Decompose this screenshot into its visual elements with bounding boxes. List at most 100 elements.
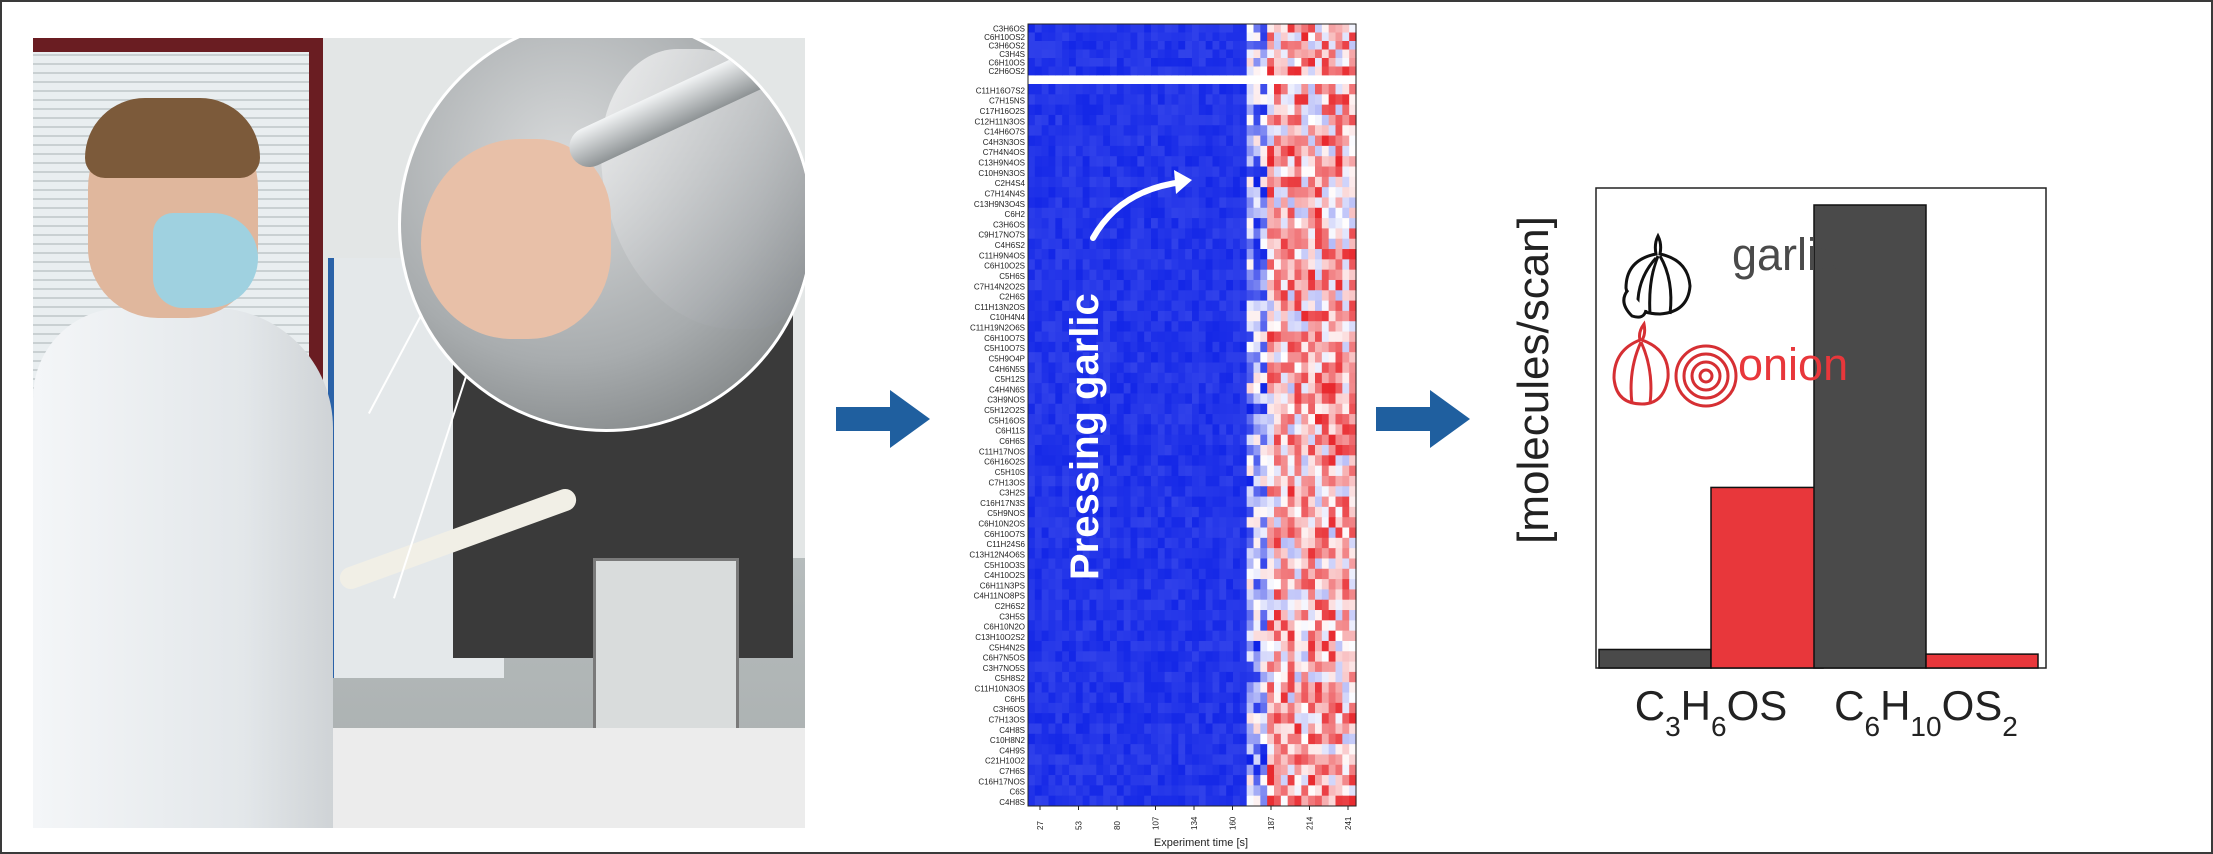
heatmap-cell (1280, 620, 1289, 632)
heatmap-cell (1294, 249, 1302, 260)
heatmap-cell (1137, 279, 1145, 291)
heatmap-cell (1342, 290, 1350, 301)
heatmap-cell (1171, 41, 1179, 50)
heatmap-cell (1253, 352, 1261, 363)
heatmap-cell (1212, 403, 1220, 415)
heatmap-cell (1171, 197, 1179, 209)
heatmap-cell (1260, 290, 1268, 301)
heatmap-cell (1157, 486, 1166, 497)
heatmap-cell (1096, 713, 1104, 724)
heatmap-cell (1260, 228, 1268, 240)
heatmap-cell (1321, 290, 1330, 301)
heatmap-cell (1048, 671, 1056, 683)
heatmap-cell (1212, 682, 1220, 693)
heatmap-cell (1164, 775, 1173, 786)
heatmap-cell (1219, 176, 1227, 188)
heatmap-cell (1205, 795, 1214, 807)
heatmap-cell (1089, 58, 1097, 67)
heatmap-cell (1130, 723, 1138, 735)
heatmap-cell (1082, 166, 1091, 178)
heatmap-cell (1267, 517, 1275, 528)
heatmap-cell (1048, 249, 1056, 260)
heatmap-cell (1151, 310, 1159, 322)
heatmap-cell (1178, 785, 1186, 797)
heatmap-cell (1274, 114, 1282, 126)
heatmap-cell (1116, 341, 1125, 353)
heatmap-cell (1328, 156, 1337, 167)
heatmap-cell (1075, 785, 1084, 797)
heatmap-cell (1075, 58, 1084, 67)
heatmap-cell (1171, 496, 1179, 508)
heatmap-cell (1144, 651, 1152, 662)
heatmap-cell (1048, 259, 1056, 271)
pressing-garlic-annotation: Pressing garlic (1063, 293, 1107, 580)
heatmap-cell (1342, 176, 1350, 188)
heatmap-cell (1253, 197, 1261, 209)
heatmap-cell (1219, 434, 1227, 446)
heatmap-cell (1280, 527, 1289, 539)
heatmap-cell (1185, 599, 1193, 611)
heatmap-cell (1239, 362, 1248, 374)
heatmap-cell (1246, 723, 1255, 735)
heatmap-cell (1055, 94, 1063, 106)
heatmap-cell (1144, 682, 1152, 693)
heatmap-cell (1130, 630, 1138, 642)
heatmap-cell (1321, 238, 1330, 250)
heatmap-cell (1192, 84, 1200, 95)
heatmap-cell (1219, 589, 1227, 601)
heatmap-cell (1308, 579, 1316, 590)
heatmap-cell (1048, 414, 1056, 425)
heatmap-cell (1192, 785, 1200, 797)
heatmap-cell (1212, 424, 1220, 436)
heatmap-cell (1110, 651, 1118, 662)
heatmap-cell (1192, 321, 1200, 332)
heatmap-cell (1082, 795, 1091, 807)
heatmap-cell (1294, 506, 1302, 518)
heatmap-cell (1116, 145, 1125, 157)
heatmap-cell (1239, 187, 1248, 198)
heatmap-cell (1198, 156, 1207, 167)
heatmap-cell (1226, 496, 1234, 508)
heatmap-cell (1219, 661, 1227, 673)
heatmap-cell (1116, 66, 1125, 76)
heatmap-cell (1253, 465, 1261, 477)
heatmap-cell (1280, 310, 1289, 322)
heatmap-cell (1110, 24, 1118, 33)
heatmap-cell (1301, 610, 1309, 621)
heatmap-cell (1246, 682, 1255, 693)
heatmap-cell (1212, 517, 1220, 528)
heatmap-cell (1069, 630, 1077, 642)
heatmap-cell (1041, 723, 1050, 735)
heatmap-cell (1253, 66, 1261, 76)
heatmap-cell (1082, 84, 1091, 95)
heatmap-cell (1205, 744, 1214, 755)
heatmap-cell (1287, 651, 1296, 662)
heatmap-cell (1342, 310, 1350, 322)
heatmap-cell (1096, 599, 1104, 611)
heatmap-cell (1239, 465, 1248, 477)
heatmap-cell (1164, 341, 1173, 353)
heatmap-cell (1116, 207, 1125, 219)
heatmap-cell (1041, 775, 1050, 786)
heatmap-cell (1308, 723, 1316, 735)
heatmap-cell (1274, 166, 1282, 178)
heatmap-cell (1335, 610, 1343, 621)
heatmap-cell (1349, 259, 1357, 271)
heatmap-cell (1274, 279, 1282, 291)
heatmap-cell (1212, 651, 1220, 662)
heatmap-cell (1171, 187, 1179, 198)
heatmap-cell (1164, 465, 1173, 477)
heatmap-cell (1274, 486, 1282, 497)
heatmap-cell (1123, 352, 1132, 363)
heatmap-cell (1233, 24, 1241, 33)
heatmap-cell (1212, 713, 1220, 724)
heatmap-cell (1253, 259, 1261, 271)
heatmap-cell (1055, 754, 1063, 766)
heatmap-cell (1287, 331, 1296, 343)
heatmap-cell (1287, 517, 1296, 528)
heatmap-cell (1075, 682, 1084, 693)
heatmap-cell (1349, 125, 1357, 136)
heatmap-cell (1308, 372, 1316, 384)
heatmap-cell (1185, 558, 1193, 570)
heatmap-cell (1253, 702, 1261, 714)
